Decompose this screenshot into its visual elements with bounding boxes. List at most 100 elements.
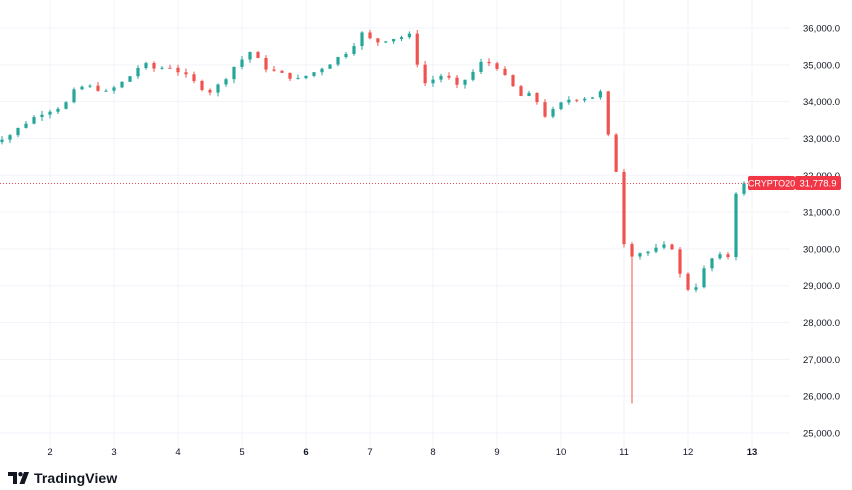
candle-body xyxy=(431,79,435,84)
candle-body xyxy=(320,68,324,73)
candle-body xyxy=(567,99,571,103)
y-tick-label: 33,000.0 xyxy=(803,134,840,145)
candle-body xyxy=(535,92,539,103)
candle-body xyxy=(352,46,356,54)
candle-body xyxy=(200,80,204,90)
candle-body xyxy=(176,67,180,73)
time-axis[interactable]: 2 3 4 5 6 7 8 9 10 11 12 13 xyxy=(47,447,757,458)
candle-body xyxy=(646,251,650,254)
candle-body xyxy=(112,87,116,91)
candle-body xyxy=(360,32,364,47)
candle-body xyxy=(686,273,690,290)
price-badge-bg xyxy=(795,176,841,190)
candle-body xyxy=(543,102,547,117)
candle-body xyxy=(40,114,44,118)
candle-body xyxy=(208,89,212,93)
x-tick-label: 2 xyxy=(47,447,52,458)
candle-body xyxy=(630,244,634,257)
candle-body xyxy=(328,64,332,69)
y-tick-label: 36,000.0 xyxy=(803,24,840,35)
candle-body xyxy=(455,77,459,85)
candle-body xyxy=(32,117,36,124)
candle-body xyxy=(726,254,730,257)
candle-body xyxy=(56,108,60,112)
x-tick-label: 5 xyxy=(239,447,244,458)
tradingview-branding[interactable]: TradingView xyxy=(8,470,117,486)
candle-body xyxy=(240,59,244,67)
candle-body xyxy=(312,72,316,76)
candle-body xyxy=(224,79,228,85)
chart-gridlines xyxy=(0,0,790,455)
tradingview-logo-icon xyxy=(8,471,29,484)
x-tick-label: 3 xyxy=(111,447,116,458)
candle-body xyxy=(447,75,451,78)
candle-body xyxy=(423,64,427,84)
y-tick-label: 30,000.0 xyxy=(803,244,840,255)
x-tick-label: 13 xyxy=(747,447,758,458)
candle-body xyxy=(694,287,698,290)
symbol-badge-bg xyxy=(748,176,795,190)
candle-body xyxy=(710,258,714,269)
candle-body xyxy=(296,78,300,80)
candle-body xyxy=(24,123,28,128)
y-tick-label: 27,000.0 xyxy=(803,355,840,366)
candle-body xyxy=(487,61,491,64)
candle-body xyxy=(16,127,20,136)
candle-body xyxy=(104,90,108,92)
candle-body xyxy=(415,33,419,65)
candle-body xyxy=(256,52,260,59)
candle-body xyxy=(559,102,563,110)
y-tick-label: 34,000.0 xyxy=(803,97,840,108)
candle-body xyxy=(8,135,12,140)
y-tick-label: 26,000.0 xyxy=(803,392,840,403)
candle-body xyxy=(192,74,196,81)
candle-body xyxy=(479,61,483,72)
candle-body xyxy=(718,254,722,259)
candle-body xyxy=(606,91,610,135)
candle-body xyxy=(48,111,52,115)
candle-body xyxy=(527,92,531,96)
candle-body xyxy=(551,109,555,117)
candle-body xyxy=(168,67,172,69)
candle-body xyxy=(638,253,642,257)
candle-body xyxy=(128,76,132,82)
candle-body xyxy=(614,134,618,172)
candle-body xyxy=(376,38,380,43)
candle-body xyxy=(590,97,595,99)
x-tick-label: 10 xyxy=(556,447,567,458)
candle-body xyxy=(344,53,348,58)
candle-body xyxy=(64,102,68,109)
candle-body xyxy=(622,171,626,245)
candle-body xyxy=(88,85,92,87)
candle-body xyxy=(0,139,4,143)
candle-body xyxy=(336,57,340,65)
candle-body xyxy=(304,75,308,79)
price-badge[interactable]: CRYPTO20 31,778.9 xyxy=(748,176,841,190)
candle-body xyxy=(216,84,220,93)
candle-body xyxy=(519,86,523,96)
candle-body xyxy=(678,249,682,274)
candle-body xyxy=(232,66,236,80)
candle-body xyxy=(702,268,706,288)
price-badge-value: 31,778.9 xyxy=(800,179,837,190)
candle-body xyxy=(392,38,396,42)
candle-body xyxy=(583,98,587,101)
candle-body xyxy=(120,81,124,88)
x-tick-label: 4 xyxy=(175,447,180,458)
candle-body xyxy=(288,72,292,79)
price-axis[interactable]: 25,000.0 26,000.0 27,000.0 28,000.0 29,000.0… xyxy=(803,24,840,440)
candle-body xyxy=(96,85,100,91)
candle-body xyxy=(463,79,467,85)
candle-body xyxy=(399,37,404,39)
y-tick-label: 28,000.0 xyxy=(803,318,840,329)
candle-body xyxy=(742,183,746,194)
candle-body xyxy=(264,58,268,70)
x-tick-label: 8 xyxy=(430,447,435,458)
candle-body xyxy=(734,193,738,257)
y-tick-label: 29,000.0 xyxy=(803,281,840,292)
candle-body xyxy=(511,75,515,87)
x-tick-label: 6 xyxy=(303,447,308,458)
x-tick-label: 12 xyxy=(683,447,694,458)
candle-body xyxy=(368,32,372,39)
